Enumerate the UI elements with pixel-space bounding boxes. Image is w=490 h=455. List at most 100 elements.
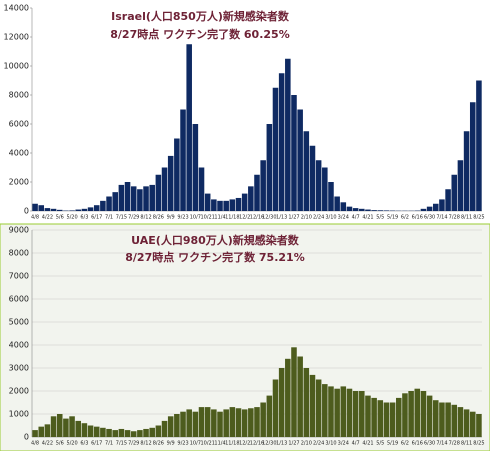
- bar: [162, 168, 168, 212]
- x-tick-label: 12/30: [262, 215, 276, 221]
- bar: [396, 398, 402, 437]
- bar: [211, 409, 217, 437]
- x-tick-label: 5/6: [56, 441, 64, 447]
- x-tick-label: 11/4: [214, 215, 225, 221]
- bar: [328, 386, 334, 437]
- x-tick-label: 5/6: [56, 215, 64, 221]
- bar: [32, 204, 38, 211]
- bar: [82, 423, 88, 437]
- bar: [205, 407, 211, 437]
- x-tick-label: 6/30: [424, 215, 435, 221]
- bar: [236, 198, 242, 211]
- bar: [217, 201, 223, 211]
- x-tick-label: 7/29: [128, 215, 139, 221]
- bar: [193, 124, 199, 211]
- x-tick-label: 9/23: [177, 215, 188, 221]
- x-tick-label: 6/17: [91, 215, 102, 221]
- y-tick-label: 10000: [4, 62, 29, 71]
- x-tick-label: 4/7: [352, 215, 360, 221]
- y-tick-label: 2000: [9, 178, 29, 187]
- bar: [106, 197, 112, 212]
- bar: [125, 430, 131, 437]
- bar: [137, 189, 143, 211]
- x-tick-label: 2/10: [301, 441, 312, 447]
- bar: [328, 182, 334, 211]
- bar: [470, 412, 476, 437]
- bar: [334, 197, 340, 212]
- x-tick-label: 6/16: [412, 215, 423, 221]
- bar: [451, 405, 457, 437]
- x-tick-label: 9/9: [167, 215, 175, 221]
- bar: [199, 168, 205, 212]
- bar: [371, 210, 377, 211]
- x-tick-label: 8/26: [153, 215, 164, 221]
- x-tick-label: 6/3: [80, 215, 88, 221]
- bar: [186, 409, 192, 437]
- x-tick-label: 7/1: [105, 441, 113, 447]
- bar: [267, 124, 273, 211]
- bar: [384, 403, 390, 438]
- bar: [445, 403, 451, 438]
- x-tick-label: 5/19: [387, 441, 398, 447]
- bar: [242, 409, 248, 437]
- x-tick-label: 7/15: [116, 441, 127, 447]
- chart-title: UAE(人口980万人)新規感染者数: [131, 233, 300, 247]
- x-tick-label: 4/21: [362, 215, 373, 221]
- x-tick-label: 10/21: [200, 441, 214, 447]
- bar: [310, 375, 316, 437]
- bar: [186, 44, 192, 211]
- y-tick-label: 4000: [9, 149, 29, 158]
- bar: [119, 185, 125, 211]
- bar: [433, 400, 439, 437]
- bar: [273, 88, 279, 211]
- x-tick-label: 7/28: [449, 215, 460, 221]
- x-tick-label: 3/10: [325, 441, 336, 447]
- x-tick-label: 1/27: [288, 441, 299, 447]
- bar: [82, 209, 88, 211]
- x-tick-label: 7/15: [116, 215, 127, 221]
- bar: [297, 357, 303, 438]
- x-tick-label: 4/7: [352, 441, 360, 447]
- bar: [100, 428, 106, 437]
- y-tick-label: 4000: [9, 341, 29, 350]
- chart-subtitle: 8/27時点 ワクチン完了数 60.25%: [110, 27, 289, 41]
- bar: [149, 428, 155, 437]
- x-tick-label: 12/2: [239, 215, 250, 221]
- x-tick-label: 2/10: [301, 215, 312, 221]
- bar: [322, 384, 328, 437]
- bar: [341, 386, 347, 437]
- bar: [439, 199, 445, 211]
- bar: [45, 208, 51, 211]
- bar: [273, 380, 279, 438]
- bar: [415, 389, 421, 437]
- bar: [69, 416, 75, 437]
- bar: [451, 175, 457, 211]
- bar: [297, 110, 303, 212]
- bar: [334, 389, 340, 437]
- bar: [88, 426, 94, 438]
- bar: [341, 202, 347, 211]
- x-tick-label: 8/12: [140, 441, 151, 447]
- x-tick-label: 5/20: [66, 215, 77, 221]
- bar: [88, 207, 94, 211]
- bar: [304, 368, 310, 437]
- bar: [445, 189, 451, 211]
- bar: [476, 81, 482, 212]
- bar: [125, 182, 131, 211]
- chart-subtitle: 8/27時点 ワクチン完了数 75.21%: [125, 250, 304, 264]
- x-tick-label: 11/4: [214, 441, 225, 447]
- x-tick-label: 8/12: [140, 215, 151, 221]
- bar: [193, 412, 199, 437]
- bar: [230, 407, 236, 437]
- x-tick-label: 7/1: [105, 215, 113, 221]
- x-tick-label: 7/29: [128, 441, 139, 447]
- y-tick-label: 9000: [9, 226, 29, 235]
- x-tick-label: 4/8: [31, 441, 39, 447]
- x-tick-label: 12/2: [239, 441, 250, 447]
- bar: [384, 210, 390, 211]
- x-tick-label: 4/22: [42, 215, 53, 221]
- x-tick-label: 1/13: [276, 441, 287, 447]
- bar: [279, 73, 285, 211]
- bar: [267, 396, 273, 437]
- bar: [464, 131, 470, 211]
